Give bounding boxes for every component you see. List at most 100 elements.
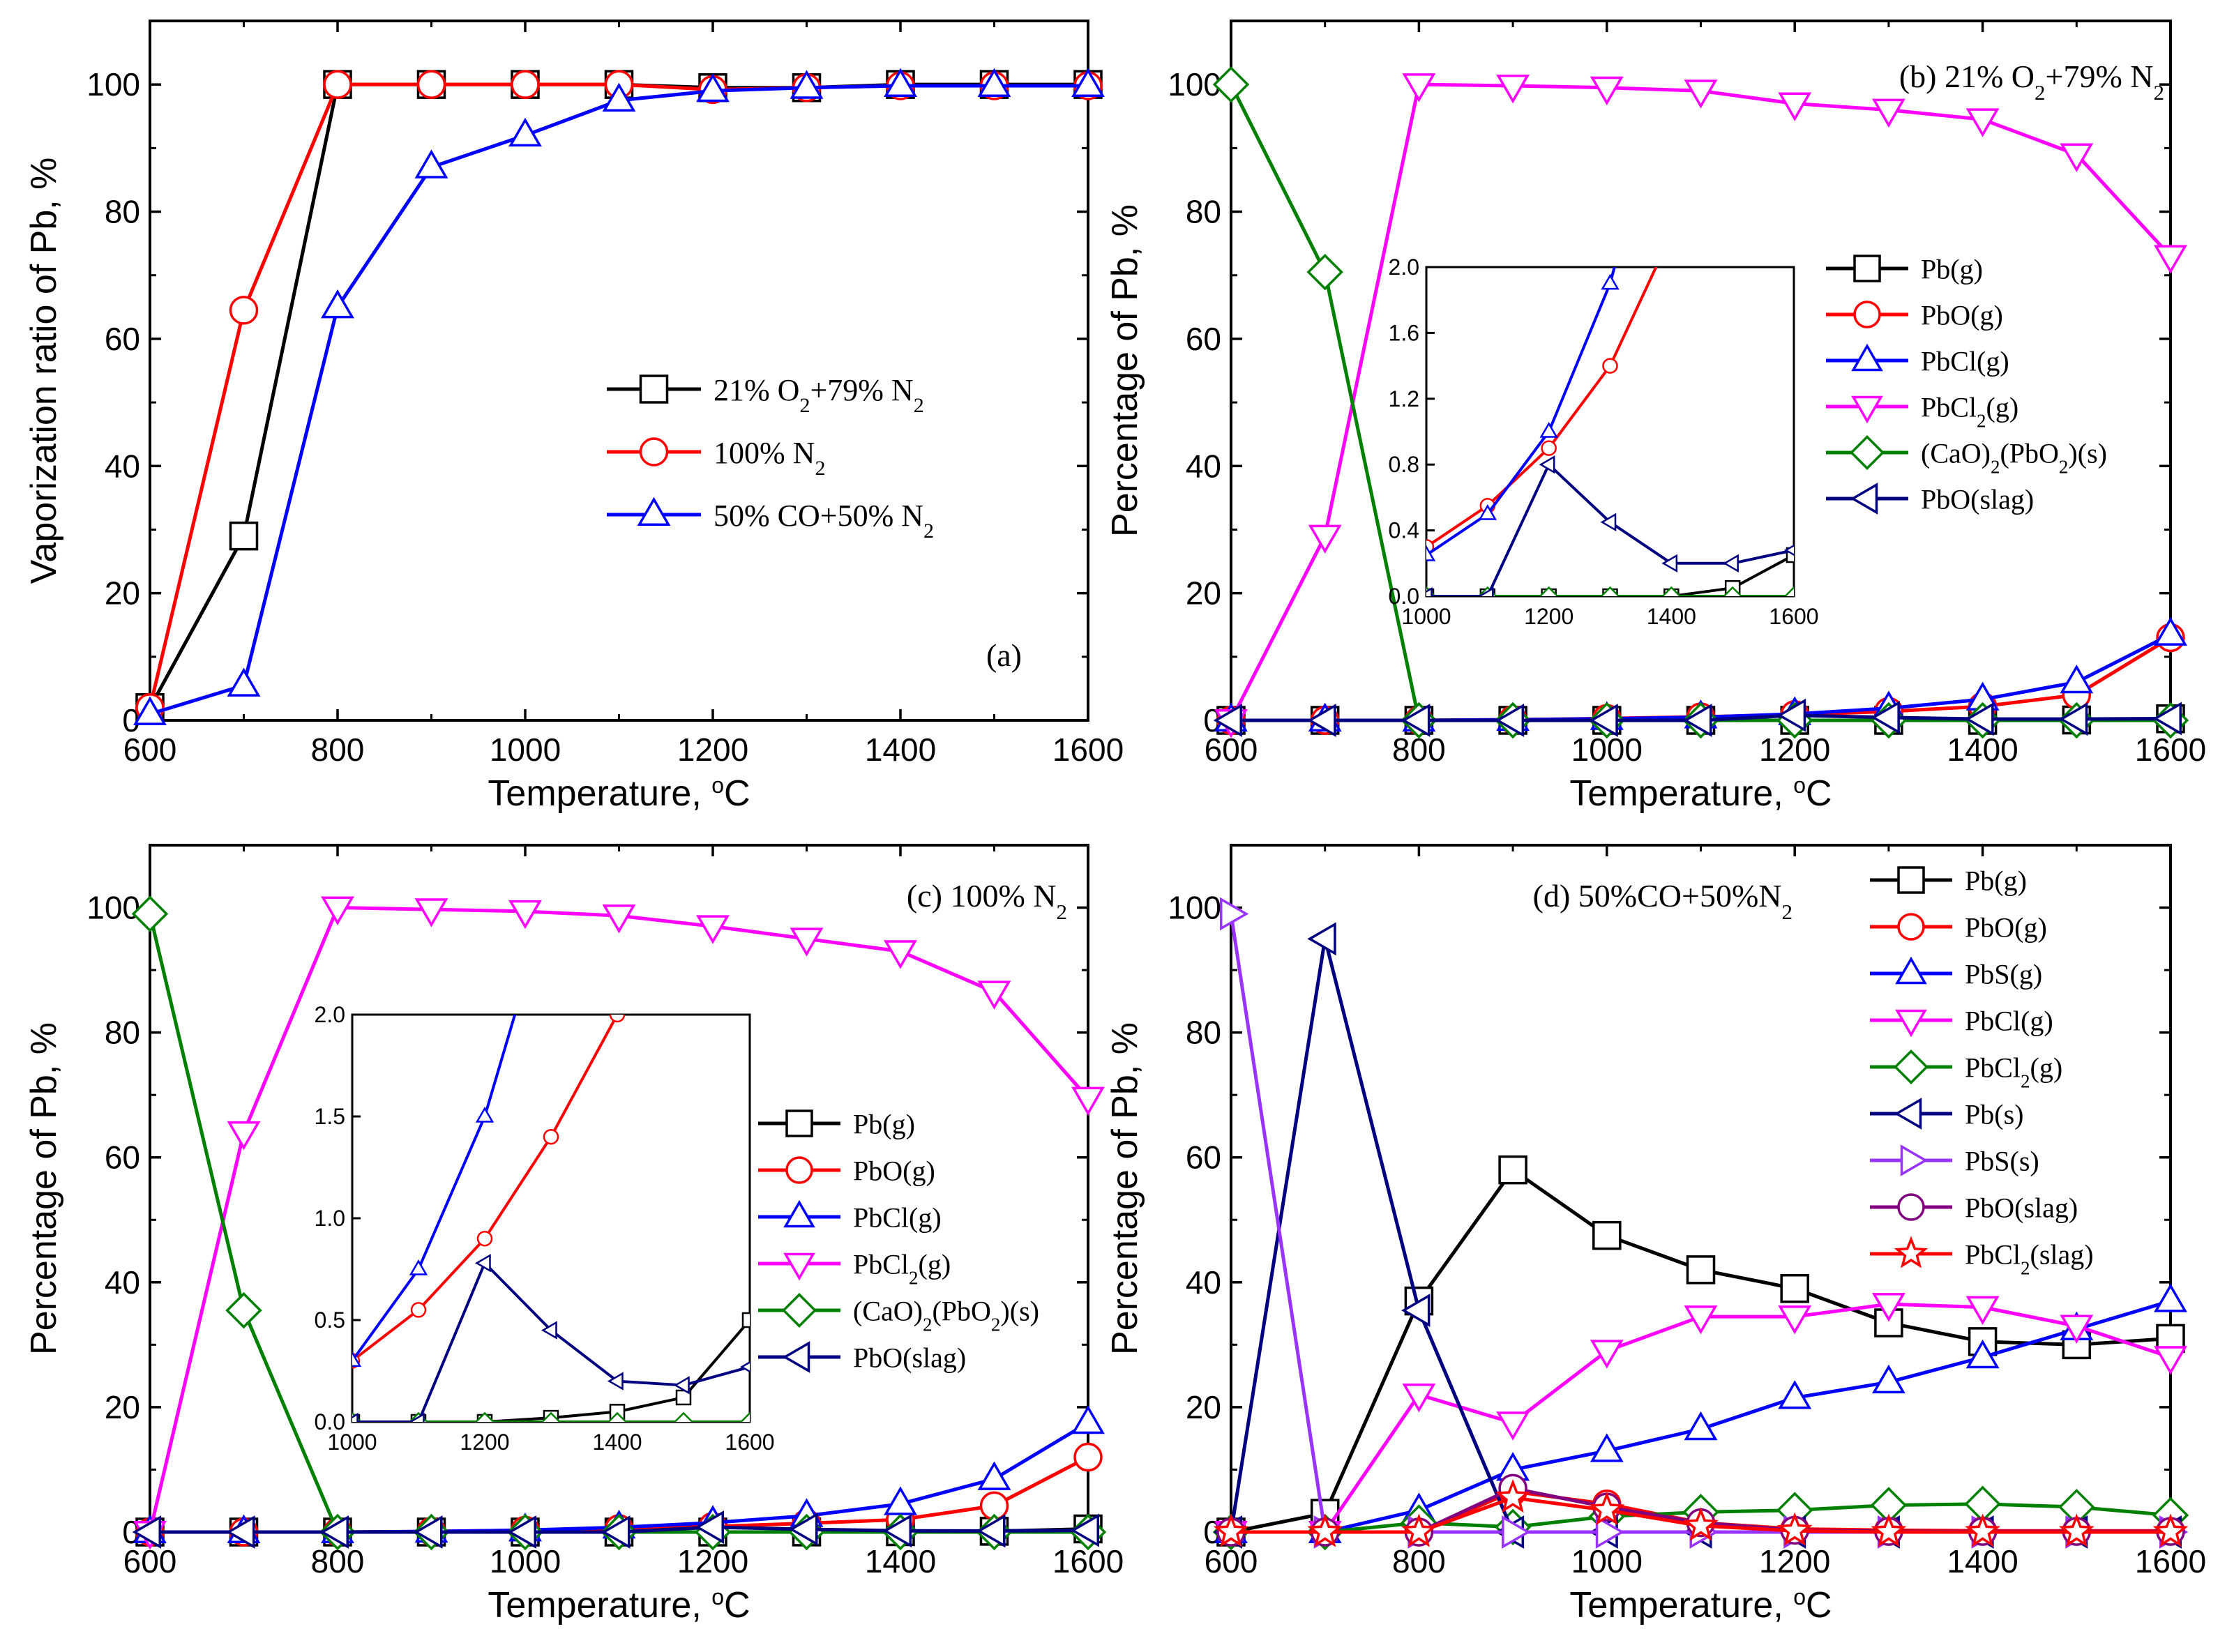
data-point — [884, 68, 917, 98]
y-tick-label: 20 — [1186, 575, 1221, 612]
inset-y-tick-label: 1.2 — [1389, 386, 1419, 411]
y-tick-label: 100 — [1168, 890, 1221, 926]
inset-data-point — [1426, 545, 1436, 561]
y-axis-title: Percentage of Pb, % — [1105, 204, 1145, 537]
data-point — [1073, 1442, 1103, 1472]
data-point — [977, 68, 1011, 98]
inset-c: 1000 1200 1400 1600 0.0 0.5 1.0 1.5 2.0 — [315, 560, 775, 1455]
inset-data-point — [1600, 513, 1617, 531]
inset-data-point — [677, 560, 690, 574]
inset-data-point — [739, 1411, 750, 1422]
legend-swatch-marker — [782, 1341, 810, 1373]
data-point — [790, 70, 824, 99]
legend-label: PbCl2(g) — [853, 1248, 951, 1288]
legend-label: PbO(slag) — [853, 1342, 966, 1373]
data-point — [1776, 698, 1806, 732]
data-point — [1496, 75, 1530, 104]
data-point — [416, 70, 446, 99]
series-line — [148, 82, 1088, 708]
data-point — [1220, 897, 1249, 931]
series-PbCl₂(slag) — [1213, 1479, 2189, 1547]
inset-x-tick-label: 1000 — [327, 1430, 377, 1455]
data-point — [1683, 1507, 1719, 1541]
data-point — [1778, 1305, 1812, 1335]
y-tick-label: 40 — [105, 448, 140, 484]
data-point — [2154, 1346, 2187, 1375]
legend-label: (CaO)2(PbO2)(s) — [853, 1295, 1039, 1335]
data-point — [790, 927, 824, 957]
legend-label: Pb(g) — [1965, 865, 2027, 896]
series-50% CO+50% N₂ — [133, 68, 1105, 725]
data-point — [1683, 704, 1712, 737]
y-tick-label: 80 — [1186, 1015, 1221, 1051]
data-point — [414, 1515, 443, 1549]
x-tick-label: 1200 — [1759, 1543, 1830, 1579]
inset-data-point — [609, 1015, 626, 1023]
data-point — [1071, 1086, 1105, 1116]
inset-data-point — [543, 1128, 559, 1145]
data-point — [1071, 1404, 1105, 1434]
inset-series-PbO(slag) — [352, 1254, 750, 1422]
legend-c: Pb(g) PbO(g) PbCl(g) PbCl2(g) (CaO)2(PbO2)(s… — [758, 1108, 1039, 1373]
inset-data-point — [541, 1321, 557, 1340]
inset-data-point — [410, 1302, 427, 1318]
x-axis-title: Temperature, oC — [1569, 1584, 1832, 1626]
data-point — [2152, 1513, 2189, 1547]
inset-data-point — [1477, 586, 1494, 596]
legend-label: Pb(g) — [853, 1108, 915, 1139]
inset-data-point — [673, 1411, 694, 1422]
panel-d: 600 800 1000 1200 1400 1600020406080100Temper… — [1105, 844, 2206, 1626]
data-point — [2154, 1283, 2187, 1312]
data-point — [1871, 700, 1900, 734]
data-point — [2058, 702, 2088, 736]
data-point — [1589, 704, 1618, 737]
inset-data-point — [1602, 358, 1618, 374]
legend-label: PbCl(g) — [1965, 1005, 2053, 1036]
y-tick-label: 40 — [105, 1264, 140, 1301]
inset-series-line — [1426, 554, 1794, 596]
series-line — [1230, 1168, 2171, 1534]
legend-swatch-marker — [785, 1156, 813, 1184]
data-point — [323, 70, 352, 99]
data-point — [2060, 664, 2094, 694]
data-point — [133, 696, 167, 725]
y-tick-label: 20 — [105, 1389, 140, 1425]
legend-label: (CaO)2(PbO2)(s) — [1921, 437, 2107, 477]
x-tick-label: 1600 — [2135, 1543, 2206, 1579]
panel-label: (c) 100% N2 — [907, 878, 1067, 924]
legend-swatch-marker — [1895, 956, 1927, 985]
legend-label: PbS(g) — [1965, 958, 2042, 990]
inset-data-point — [352, 1351, 362, 1367]
inset-series-line — [1426, 463, 1794, 596]
data-point — [1307, 704, 1336, 737]
legend-label: 21% O2+79% N2 — [714, 373, 924, 417]
y-tick-label: 80 — [105, 1015, 140, 1051]
x-axis-title: Temperature, oC — [1569, 773, 1832, 814]
inset-y-tick-label: 0.4 — [1389, 518, 1419, 543]
legend-swatch-marker — [1851, 395, 1883, 424]
inset-y-tick-label: 0.8 — [1389, 452, 1419, 477]
inset-y-tick-label: 1.0 — [315, 1206, 345, 1231]
data-point — [507, 1515, 536, 1549]
inset-x-tick-label: 1200 — [1524, 604, 1573, 629]
data-point — [1495, 704, 1525, 737]
inset-x-tick-label: 1000 — [1401, 604, 1451, 629]
data-point — [2154, 616, 2187, 646]
legend-label: 100% N2 — [714, 436, 825, 480]
data-point — [1965, 702, 1994, 736]
panel-label: (a) — [986, 637, 1022, 673]
data-point — [1498, 1155, 1527, 1185]
data-point — [1307, 1513, 1343, 1547]
plot-frame — [149, 20, 1089, 722]
data-point — [1213, 1513, 1249, 1547]
inset-frame — [351, 1013, 751, 1423]
inset-b: 1000 1200 1400 1600 0.0 0.4 0.8 1.2 1.6 2.0 — [1389, 255, 1819, 629]
inset-series-line — [1426, 267, 1616, 557]
legend-swatch-marker — [1900, 1144, 1929, 1176]
data-point — [1306, 253, 1343, 291]
data-point — [1590, 76, 1624, 106]
inset-y-tick-label: 1.6 — [1389, 320, 1419, 345]
legend-swatch-marker — [1894, 1236, 1929, 1268]
data-point — [227, 1121, 261, 1151]
